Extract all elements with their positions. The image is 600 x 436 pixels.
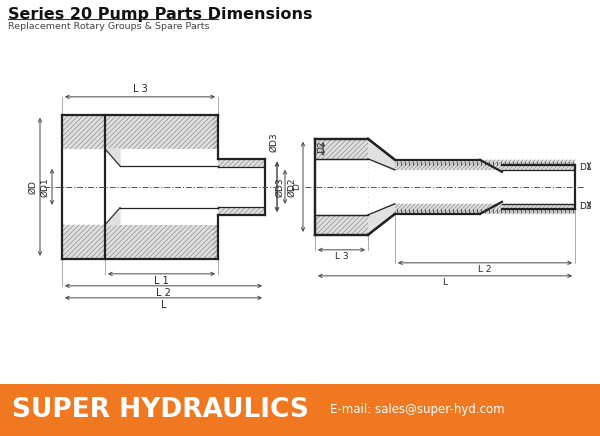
Text: D: D xyxy=(292,184,301,190)
Bar xyxy=(105,149,218,225)
Text: ØD3: ØD3 xyxy=(269,132,278,152)
Text: L: L xyxy=(443,278,448,287)
Bar xyxy=(218,167,265,207)
Polygon shape xyxy=(105,208,120,225)
Text: ØD1: ØD1 xyxy=(40,177,49,197)
Bar xyxy=(213,215,218,259)
Polygon shape xyxy=(368,139,395,172)
Text: Series 20 Pump Parts Dimensions: Series 20 Pump Parts Dimensions xyxy=(8,7,313,22)
Text: ØD: ØD xyxy=(28,180,37,194)
Text: L 3: L 3 xyxy=(133,84,148,94)
Text: E-mail: sales@super-hyd.com: E-mail: sales@super-hyd.com xyxy=(330,403,505,416)
Bar xyxy=(213,115,218,159)
Bar xyxy=(395,204,575,214)
Text: Replacement Rotary Groups & Spare Parts: Replacement Rotary Groups & Spare Parts xyxy=(8,22,209,31)
Text: L 2: L 2 xyxy=(478,265,492,274)
Bar xyxy=(105,149,120,166)
Bar xyxy=(105,115,218,149)
Text: L 3: L 3 xyxy=(335,252,349,261)
Text: D3: D3 xyxy=(579,202,592,211)
Bar xyxy=(218,207,265,215)
Text: D1: D1 xyxy=(579,163,592,172)
Bar xyxy=(315,139,368,235)
Bar xyxy=(218,159,265,167)
Bar xyxy=(62,115,105,149)
Text: L 2: L 2 xyxy=(156,288,171,298)
Bar xyxy=(105,225,218,259)
Bar xyxy=(105,208,120,225)
Bar xyxy=(62,225,105,259)
Text: D2: D2 xyxy=(317,140,326,153)
Text: L 1: L 1 xyxy=(154,276,169,286)
Polygon shape xyxy=(368,202,395,235)
Bar xyxy=(315,159,368,215)
Text: ØD2: ØD2 xyxy=(287,177,296,197)
Text: L: L xyxy=(161,300,166,310)
Text: ØD3: ØD3 xyxy=(275,177,284,197)
Bar xyxy=(395,160,575,170)
Polygon shape xyxy=(105,149,120,166)
Text: SUPER HYDRAULICS: SUPER HYDRAULICS xyxy=(12,397,309,423)
